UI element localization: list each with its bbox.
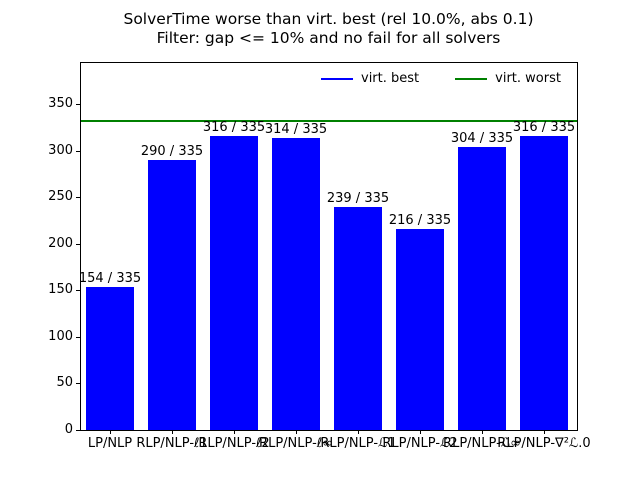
x-axis-tick-label: RLP/NLP-ℓ1 bbox=[136, 436, 208, 451]
legend-entry-virt-best: virt. best bbox=[321, 71, 419, 86]
y-axis-tick-label: 350 bbox=[48, 96, 73, 111]
x-axis-tick bbox=[172, 430, 173, 434]
x-axis-tick-label: RLP/NLP-ℒ2 bbox=[382, 436, 458, 451]
legend-entry-virt-worst: virt. worst bbox=[455, 71, 561, 86]
y-axis-tick bbox=[76, 244, 80, 245]
bar-value-annotation: 216 / 335 bbox=[388, 213, 452, 228]
x-axis-tick bbox=[234, 430, 235, 434]
legend-label-virt-worst: virt. worst bbox=[495, 71, 561, 86]
x-axis-tick-label: LP/NLP bbox=[87, 436, 133, 451]
bar bbox=[148, 160, 196, 430]
x-axis-tick-label: RLP/NLP-∇²ℒ.0 bbox=[497, 436, 591, 451]
x-axis-tick bbox=[296, 430, 297, 434]
plot-area: virt. best virt. worst 154 / 335 LP/NLP 29… bbox=[48, 62, 591, 451]
y-axis-tick bbox=[76, 337, 80, 338]
bar-value-annotation: 154 / 335 bbox=[78, 271, 142, 286]
bar-value-annotation: 304 / 335 bbox=[450, 131, 514, 146]
bar bbox=[272, 138, 320, 430]
x-axis-tick-label: RLP/NLP-ℒ∞ bbox=[443, 436, 521, 451]
x-axis-tick bbox=[358, 430, 359, 434]
y-axis-tick-label: 0 bbox=[64, 422, 73, 437]
bar-value-annotation: 316 / 335 bbox=[512, 120, 576, 135]
chart-title-line1: SolverTime worse than virt. best (rel 10… bbox=[123, 10, 534, 28]
chart-title-line2: Filter: gap <= 10% and no fail for all s… bbox=[156, 28, 501, 47]
virt-best-line-swatch bbox=[321, 77, 353, 80]
legend-label-virt-best: virt. best bbox=[361, 71, 420, 86]
bar bbox=[396, 229, 444, 430]
bar-value-annotation: 314 / 335 bbox=[264, 122, 328, 137]
y-axis-tick bbox=[76, 104, 80, 105]
bar bbox=[334, 207, 382, 430]
y-axis-tick-label: 300 bbox=[48, 143, 73, 158]
y-axis-tick-label: 250 bbox=[48, 189, 73, 204]
bar bbox=[210, 136, 258, 430]
legend: virt. best virt. worst bbox=[321, 71, 561, 86]
x-axis-tick-label: RLP/NLP-ℒ1 bbox=[320, 436, 396, 451]
y-axis-tick bbox=[76, 197, 80, 198]
y-axis-tick-label: 100 bbox=[48, 329, 73, 344]
y-axis-tick bbox=[76, 151, 80, 152]
y-axis-tick bbox=[76, 383, 80, 384]
chart-title: SolverTime worse than virt. best (rel 10… bbox=[80, 10, 577, 47]
virt-worst-line-swatch bbox=[455, 77, 488, 80]
y-axis-tick-label: 150 bbox=[48, 282, 73, 297]
bar-value-annotation: 239 / 335 bbox=[326, 191, 390, 206]
y-axis-tick-label: 50 bbox=[56, 375, 73, 390]
y-axis-tick bbox=[76, 430, 80, 431]
x-axis-tick-label: RLP/NLP-ℓ2 bbox=[198, 436, 270, 451]
x-axis-tick bbox=[110, 430, 111, 434]
x-axis-tick bbox=[420, 430, 421, 434]
bar bbox=[86, 287, 134, 430]
bar-value-annotation: 316 / 335 bbox=[202, 120, 266, 135]
bar bbox=[458, 147, 506, 430]
y-axis-tick-label: 200 bbox=[48, 236, 73, 251]
x-axis-tick bbox=[482, 430, 483, 434]
x-axis-tick-label: RLP/NLP-ℓ∞ bbox=[259, 436, 333, 451]
bar-value-annotation: 290 / 335 bbox=[140, 144, 204, 159]
virt-worst-hline bbox=[81, 120, 577, 122]
x-axis-tick bbox=[544, 430, 545, 434]
bar bbox=[520, 136, 568, 430]
y-axis-tick bbox=[76, 290, 80, 291]
